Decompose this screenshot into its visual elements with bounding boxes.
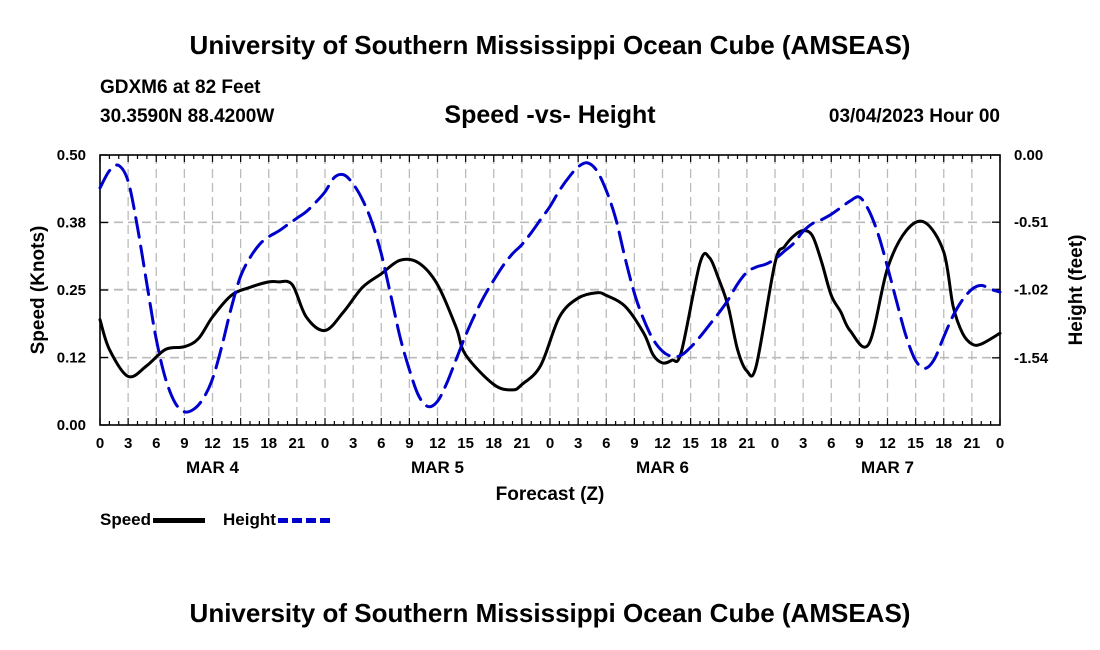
y-tick-label: 0.38 <box>57 215 86 232</box>
x-tick-label: 0 <box>96 435 104 452</box>
x-tick-label: 15 <box>232 435 249 452</box>
x-tick-label: 0 <box>771 435 779 452</box>
x-tick-label: 6 <box>827 435 835 452</box>
x-tick-label: 0 <box>321 435 329 452</box>
x-tick-label: 21 <box>289 435 306 452</box>
chart-legend: Speed Height <box>100 510 348 530</box>
x-tick-label: 15 <box>682 435 699 452</box>
coordinates-label: 30.3590N 88.4200W <box>100 106 275 127</box>
x-tick-label: 18 <box>485 435 502 452</box>
x-tick-label: 12 <box>429 435 446 452</box>
y2-axis-title: Height (feet) <box>1066 235 1087 346</box>
x-day-label: MAR 6 <box>636 458 689 477</box>
x-tick-label: 3 <box>574 435 582 452</box>
y2-tick-label: -1.02 <box>1014 281 1048 298</box>
y-tick-label: 0.00 <box>57 417 86 434</box>
y-axis-title: Speed (Knots) <box>28 226 49 355</box>
x-tick-label: 18 <box>260 435 277 452</box>
y2-tick-label: -1.54 <box>1014 350 1049 367</box>
x-tick-label: 6 <box>152 435 160 452</box>
x-tick-label: 0 <box>546 435 554 452</box>
x-tick-label: 18 <box>935 435 952 452</box>
legend-speed-swatch <box>153 517 206 523</box>
legend-speed-label: Speed <box>100 510 152 529</box>
x-tick-label: 3 <box>124 435 132 452</box>
x-tick-label: 3 <box>799 435 807 452</box>
height-series-line <box>98 161 1002 414</box>
speed-series-line <box>98 219 1002 392</box>
x-tick-label: 6 <box>602 435 610 452</box>
x-axis-title: Forecast (Z) <box>496 484 605 505</box>
chart-subtitle: Speed -vs- Height <box>444 101 656 129</box>
station-label: GDXM6 at 82 Feet <box>100 77 261 98</box>
legend-height-swatch <box>277 517 330 523</box>
page-title: University of Southern Mississippi Ocean… <box>189 30 911 60</box>
y2-tick-label: 0.00 <box>1014 147 1043 164</box>
x-tick-label: 21 <box>739 435 756 452</box>
x-tick-label: 12 <box>204 435 221 452</box>
x-day-label: MAR 7 <box>861 458 914 477</box>
x-tick-label: 9 <box>180 435 188 452</box>
x-tick-label: 9 <box>630 435 638 452</box>
y2-tick-label: -0.51 <box>1014 214 1048 231</box>
forecast-date: 03/04/2023 Hour 00 <box>828 106 1000 127</box>
x-tick-label: 9 <box>855 435 863 452</box>
y-tick-label: 0.25 <box>57 282 86 299</box>
x-tick-label: 0 <box>996 435 1004 452</box>
x-day-label: MAR 5 <box>411 458 464 477</box>
x-tick-label: 21 <box>964 435 981 452</box>
x-tick-label: 15 <box>457 435 474 452</box>
y-tick-label: 0.12 <box>57 350 86 367</box>
x-day-label: MAR 4 <box>186 458 239 477</box>
x-tick-label: 12 <box>654 435 671 452</box>
x-tick-label: 18 <box>710 435 727 452</box>
x-tick-label: 21 <box>514 435 531 452</box>
footer-title: University of Southern Mississippi Ocean… <box>189 598 911 628</box>
x-tick-label: 9 <box>405 435 413 452</box>
x-tick-label: 15 <box>907 435 924 452</box>
legend-height-label: Height <box>223 510 276 529</box>
x-tick-label: 6 <box>377 435 385 452</box>
x-tick-label: 3 <box>349 435 357 452</box>
x-tick-label: 12 <box>879 435 896 452</box>
y-tick-label: 0.50 <box>57 147 86 164</box>
